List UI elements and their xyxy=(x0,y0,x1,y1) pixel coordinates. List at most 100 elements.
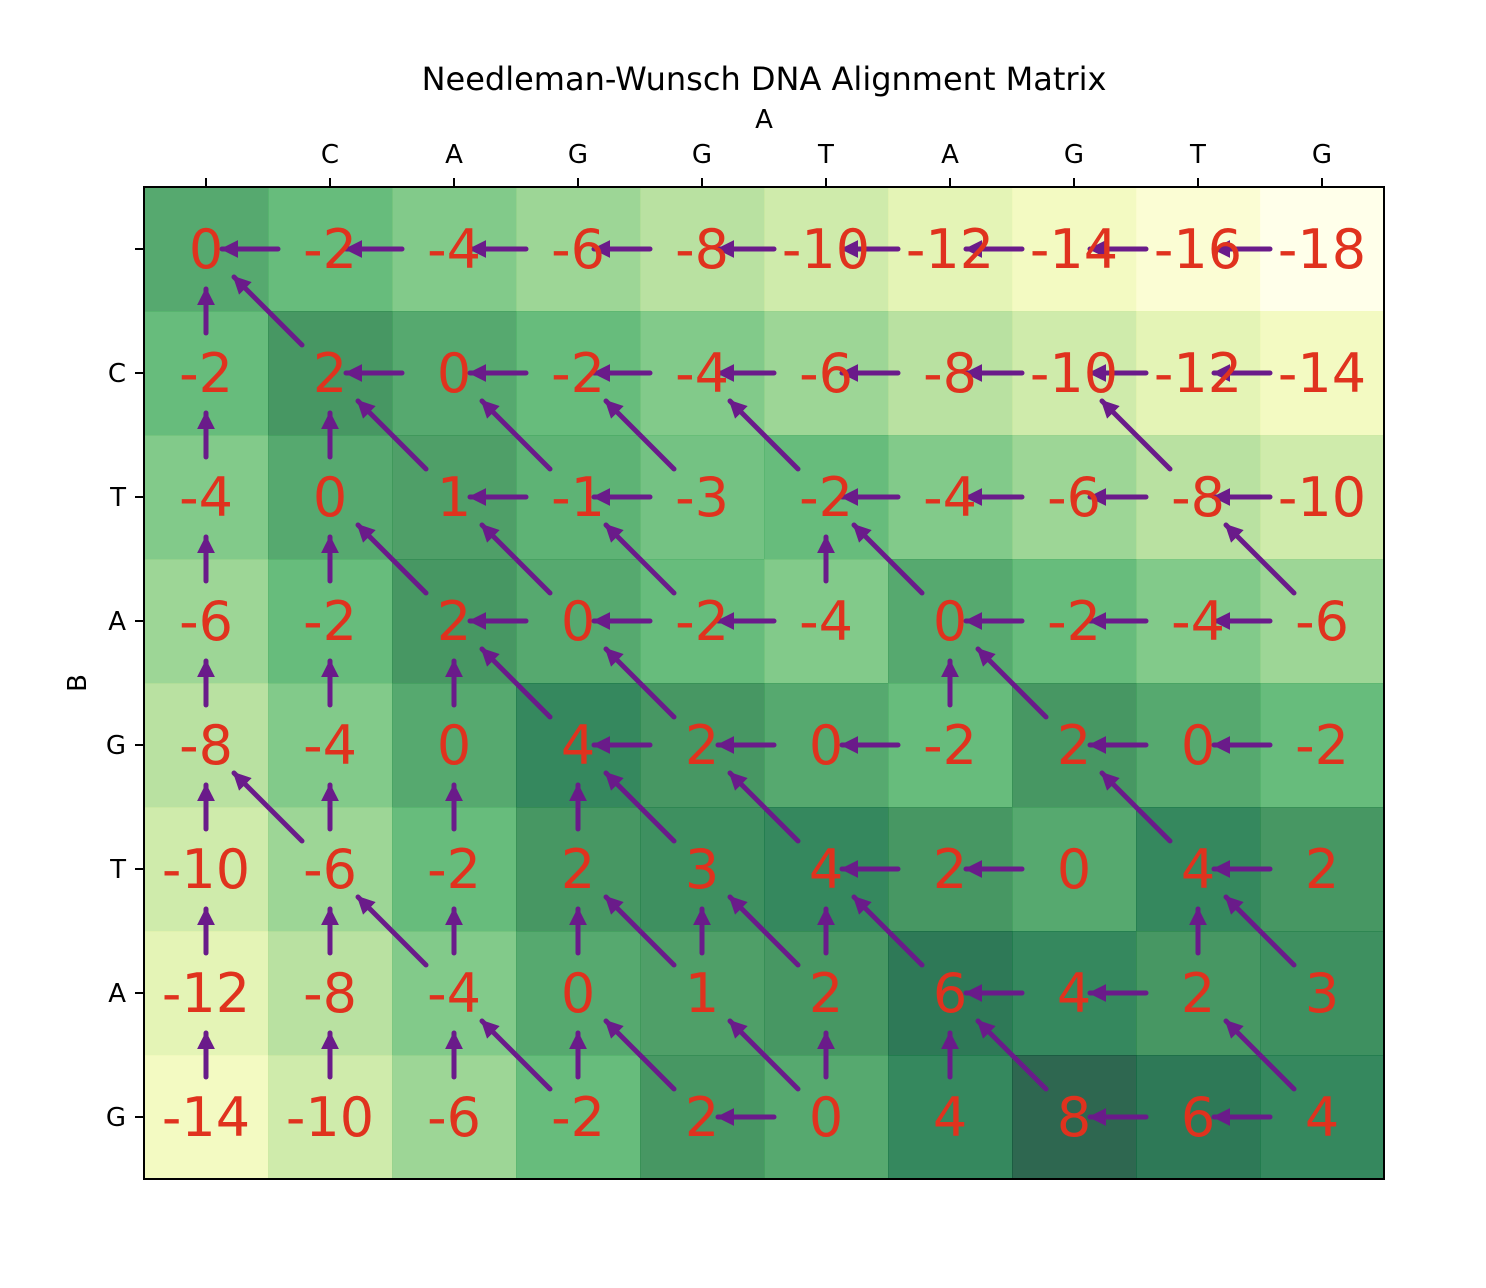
cell-value-label: 0 xyxy=(561,590,595,653)
heatmap-cell xyxy=(1012,807,1137,932)
traceback-arrow xyxy=(727,894,801,968)
y-tick-label: A xyxy=(108,607,126,637)
cell-value-label: -4 xyxy=(179,466,233,529)
cell-value-label: -12 xyxy=(1154,342,1242,405)
cell-value-label: -3 xyxy=(675,466,729,529)
y-tick-label: C xyxy=(108,359,126,389)
cell-value-label: 4 xyxy=(561,714,595,777)
cell-value-label: -8 xyxy=(675,218,729,281)
x-tick-label: A xyxy=(941,140,959,170)
chart-title: Needleman-Wunsch DNA Alignment Matrix xyxy=(422,60,1107,98)
traceback-arrow xyxy=(479,646,553,720)
cell-value-label: -4 xyxy=(427,218,481,281)
heatmap-cell xyxy=(1260,311,1385,436)
cell-value-label: -8 xyxy=(303,962,357,1025)
cell-value-label: 0 xyxy=(437,342,471,405)
cell-value-label: 0 xyxy=(561,962,595,1025)
cell-value-label: -6 xyxy=(1295,590,1349,653)
cell-value-label: -2 xyxy=(303,218,357,281)
cell-value-label: -6 xyxy=(179,590,233,653)
traceback-arrow xyxy=(479,522,553,596)
cell-value-label: -2 xyxy=(551,1086,605,1149)
cell-value-label: 2 xyxy=(685,1086,719,1149)
cell-value-label: -1 xyxy=(551,466,605,529)
cell-value-label: 4 xyxy=(809,838,843,901)
cell-value-label: 2 xyxy=(1057,714,1091,777)
cell-value-label: -2 xyxy=(551,342,605,405)
x-tick-label: G xyxy=(568,140,588,170)
plot-frame xyxy=(143,186,1385,1180)
traceback-arrow xyxy=(603,398,677,472)
cell-value-label: 2 xyxy=(809,962,843,1025)
x-tick-label: G xyxy=(1064,140,1084,170)
cell-value-label: -8 xyxy=(1171,466,1225,529)
traceback-arrow xyxy=(231,274,305,348)
x-tick-label: T xyxy=(817,140,834,170)
traceback-arrow xyxy=(355,522,429,596)
traceback-arrow xyxy=(727,1018,801,1092)
cell-value-label: -2 xyxy=(799,466,853,529)
y-tick-label: G xyxy=(106,731,126,761)
heatmap-cells xyxy=(144,187,1385,1180)
traceback-arrow xyxy=(975,1018,1049,1092)
x-tick-label: G xyxy=(692,140,712,170)
cell-value-label: 4 xyxy=(1181,838,1215,901)
traceback-arrow xyxy=(975,646,1049,720)
traceback-arrow xyxy=(355,398,429,472)
x-tick-label: G xyxy=(1312,140,1332,170)
cell-value-label: 2 xyxy=(933,838,967,901)
cell-value-label: 4 xyxy=(1305,1086,1339,1149)
traceback-arrow xyxy=(1223,522,1297,596)
cell-value-label: -4 xyxy=(1171,590,1225,653)
y-tick-label: A xyxy=(108,979,126,1009)
heatmap-cell xyxy=(1260,683,1385,808)
traceback-arrow xyxy=(603,1018,677,1092)
cell-value-label: 2 xyxy=(685,714,719,777)
x-tick-label: C xyxy=(321,140,339,170)
cell-value-label: -16 xyxy=(1154,218,1242,281)
cell-value-label: 8 xyxy=(1057,1086,1091,1149)
cell-value-label: 3 xyxy=(1305,962,1339,1025)
cell-value-label: 0 xyxy=(437,714,471,777)
cell-value-label: 1 xyxy=(437,466,471,529)
cell-value-label: -14 xyxy=(162,1086,250,1149)
cell-value-label: -2 xyxy=(179,342,233,405)
cell-value-label: -2 xyxy=(1295,714,1349,777)
cell-value-label: -6 xyxy=(303,838,357,901)
cell-value-label: 0 xyxy=(313,466,347,529)
cell-value-label: -6 xyxy=(1047,466,1101,529)
y-tick-label: T xyxy=(109,483,126,513)
cell-value-label: 0 xyxy=(1057,838,1091,901)
x-axis-label: A xyxy=(755,105,773,135)
cell-value-label: -4 xyxy=(427,962,481,1025)
traceback-arrow xyxy=(727,770,801,844)
cell-value-label: 2 xyxy=(1305,838,1339,901)
cell-value-label: -12 xyxy=(162,962,250,1025)
cell-value-label: 1 xyxy=(685,962,719,1025)
cell-value-label: 0 xyxy=(189,218,223,281)
traceback-arrow xyxy=(851,522,925,596)
cell-value-label: -12 xyxy=(906,218,994,281)
cell-value-label: 2 xyxy=(313,342,347,405)
cell-value-label: -6 xyxy=(427,1086,481,1149)
cell-value-label: -6 xyxy=(799,342,853,405)
cell-value-label: -10 xyxy=(286,1086,374,1149)
cell-value-label: -10 xyxy=(1030,342,1118,405)
cell-value-label: 0 xyxy=(809,1086,843,1149)
y-tick-label: T xyxy=(109,855,126,885)
cell-value-label: -18 xyxy=(1278,218,1366,281)
traceback-arrow xyxy=(603,894,677,968)
cell-value-label: 6 xyxy=(933,962,967,1025)
cell-value-label: 0 xyxy=(933,590,967,653)
heatmap-cell xyxy=(1260,807,1385,932)
cell-value-label: -8 xyxy=(923,342,977,405)
cell-value-label: 2 xyxy=(561,838,595,901)
cell-value-label: 0 xyxy=(1181,714,1215,777)
traceback-arrow xyxy=(727,398,801,472)
cell-value-label: 2 xyxy=(1181,962,1215,1025)
heatmap-cell xyxy=(1260,187,1385,312)
traceback-arrow xyxy=(355,894,429,968)
x-tick-label: T xyxy=(1189,140,1206,170)
traceback-arrow xyxy=(603,646,677,720)
